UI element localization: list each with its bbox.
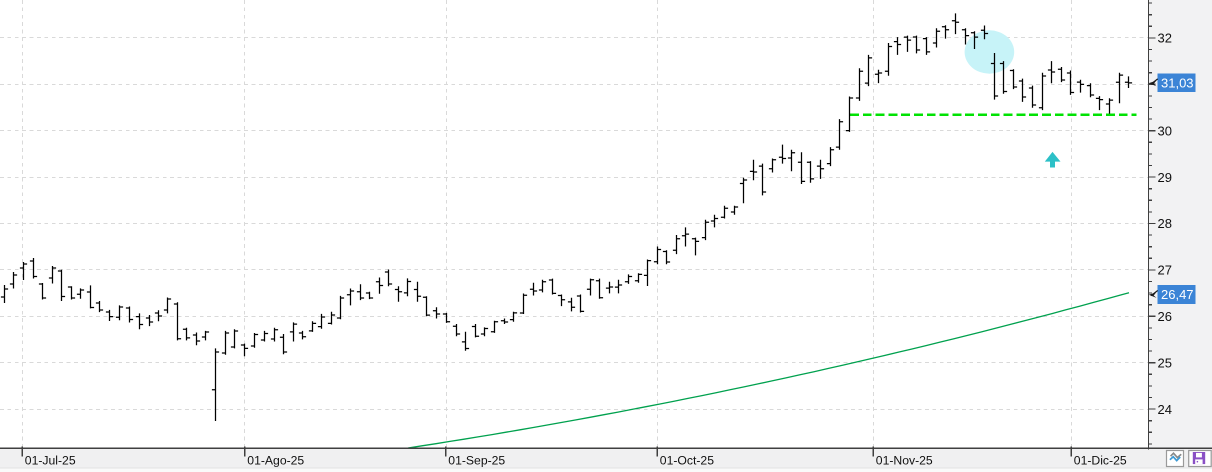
svg-text:01-Oct-25: 01-Oct-25	[660, 453, 714, 467]
svg-text:28: 28	[1158, 216, 1172, 231]
svg-text:27: 27	[1158, 263, 1172, 278]
svg-text:01-Ago-25: 01-Ago-25	[247, 453, 304, 467]
svg-text:01-Nov-25: 01-Nov-25	[876, 453, 933, 467]
svg-text:26,47: 26,47	[1161, 287, 1194, 302]
svg-text:24: 24	[1158, 402, 1172, 417]
svg-text:01-Sep-25: 01-Sep-25	[448, 453, 505, 467]
svg-text:26: 26	[1158, 309, 1172, 324]
svg-text:32: 32	[1158, 31, 1172, 46]
svg-text:01-Dic-25: 01-Dic-25	[1074, 453, 1127, 467]
svg-text:25: 25	[1158, 355, 1172, 370]
svg-text:30: 30	[1158, 123, 1172, 138]
svg-text:31,03: 31,03	[1161, 76, 1194, 91]
svg-text:29: 29	[1158, 170, 1172, 185]
svg-text:01-Jul-25: 01-Jul-25	[25, 453, 76, 467]
